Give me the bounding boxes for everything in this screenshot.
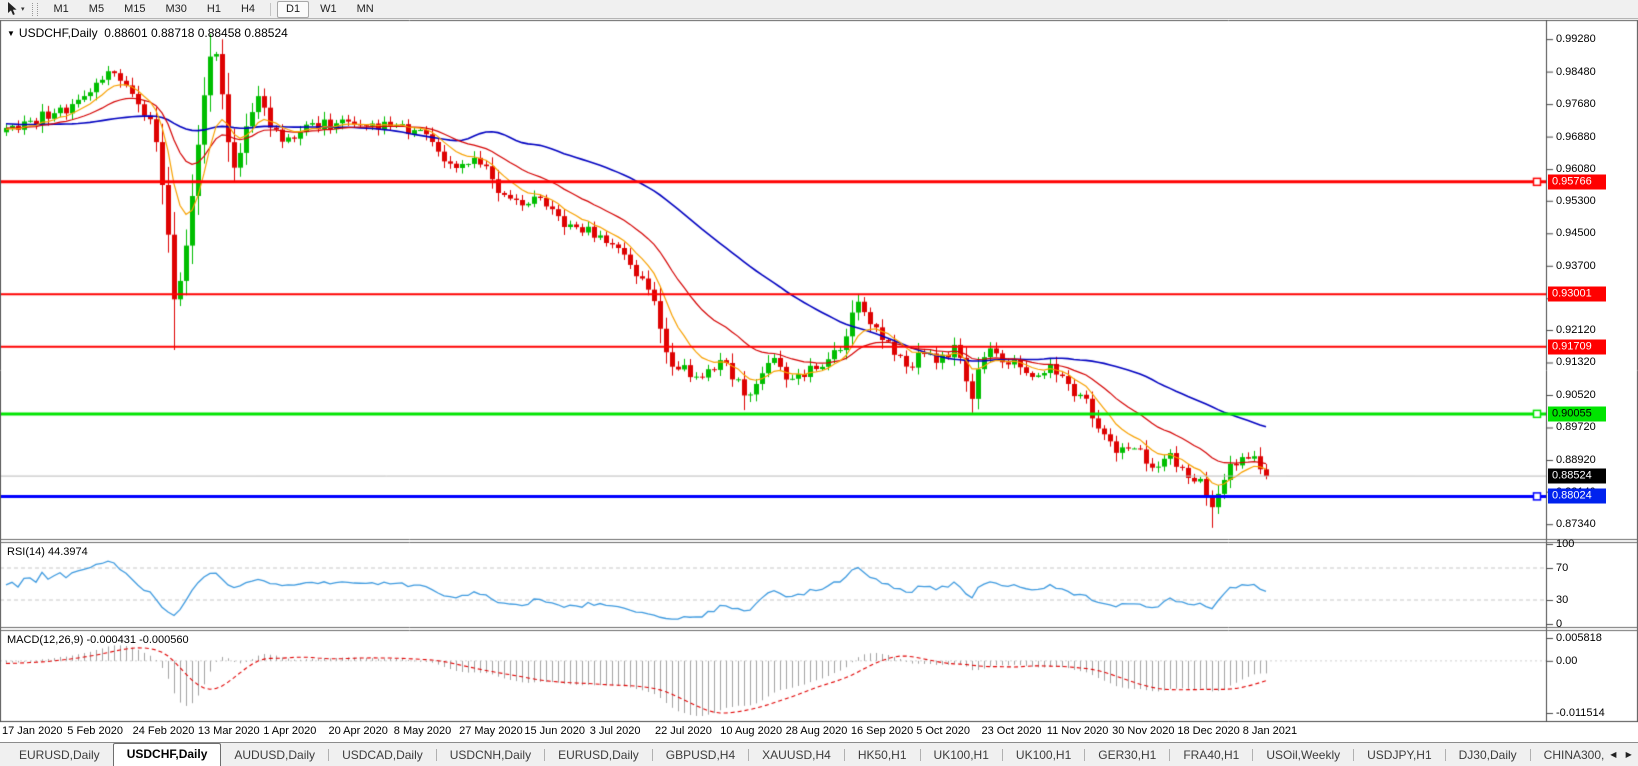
tab-separator	[748, 749, 750, 761]
tab-hk50-h1[interactable]: HK50,H1	[857, 748, 907, 762]
tab-usdchf-daily[interactable]: USDCHF,Daily	[112, 743, 222, 766]
tab-scroll-left-button[interactable]: ◀	[1610, 750, 1617, 759]
tab-uk100-h1[interactable]: UK100,H1	[1015, 748, 1072, 762]
tab-usoil-weekly[interactable]: USOil,Weekly	[1266, 748, 1341, 762]
tab-usdjpy-h1[interactable]: USDJPY,H1	[1367, 748, 1432, 762]
tab-ger30-h1[interactable]: GER30,H1	[1098, 748, 1157, 762]
tab-separator	[435, 749, 437, 761]
tab-separator	[544, 749, 546, 761]
tab-china300-h1[interactable]: CHINA300,H1	[1543, 748, 1620, 762]
price-axis-area[interactable]	[1547, 20, 1638, 721]
tab-separator	[1169, 749, 1171, 761]
tab-dj30-daily[interactable]: DJ30,Daily	[1458, 748, 1517, 762]
tab-separator	[919, 749, 921, 761]
tab-separator	[1529, 749, 1531, 761]
tab-xauusd-h4[interactable]: XAUUSD,H4	[762, 748, 831, 762]
time-axis-area[interactable]	[0, 722, 1546, 741]
tab-separator	[328, 749, 330, 761]
tab-eurusd-daily[interactable]: EURUSD,Daily	[558, 748, 639, 762]
tab-separator	[1353, 749, 1355, 761]
tab-gbpusd-h4[interactable]: GBPUSD,H4	[665, 748, 736, 762]
tab-separator	[843, 749, 845, 761]
tab-eurusd-daily[interactable]: EURUSD,Daily	[19, 748, 100, 762]
tab-uk100-h1[interactable]: UK100,H1	[933, 748, 989, 762]
tab-fra40-h1[interactable]: FRA40,H1	[1183, 748, 1240, 762]
tab-separator	[1001, 749, 1003, 761]
tab-scroll-right-button[interactable]: ▶	[1625, 750, 1632, 759]
tab-separator	[651, 749, 653, 761]
chart-tab-bar: EURUSD,Daily USDCHF,Daily AUDUSD,Daily USDC…	[0, 742, 1638, 766]
tab-audusd-daily[interactable]: AUDUSD,Daily	[234, 748, 316, 762]
tab-separator	[1252, 749, 1254, 761]
tab-usdcnh-daily[interactable]: USDCNH,Daily	[449, 748, 532, 762]
tab-separator	[1444, 749, 1446, 761]
tab-scroll-arrows: ◀ ▶	[1604, 742, 1638, 766]
tab-separator	[1084, 749, 1086, 761]
tab-usdcad-daily[interactable]: USDCAD,Daily	[342, 748, 423, 762]
